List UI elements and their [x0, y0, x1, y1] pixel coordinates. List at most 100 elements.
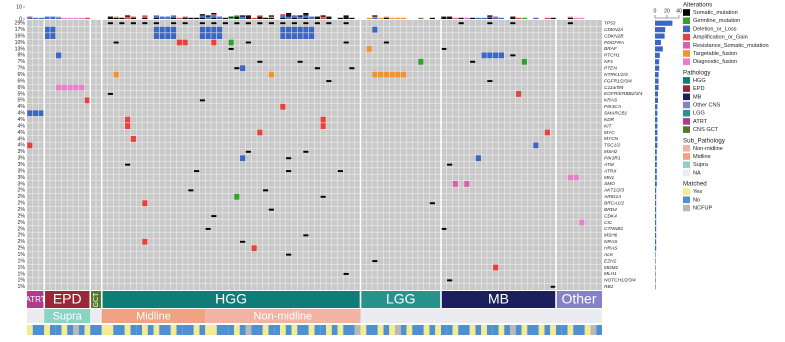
- alteration-cell: [61, 84, 67, 91]
- alteration-cell: [217, 33, 223, 39]
- count-segment: [309, 16, 315, 18]
- gene-label: CIC: [604, 220, 613, 226]
- legend-swatch: [683, 109, 690, 117]
- matched-cell: [274, 325, 280, 335]
- matched-cell: [27, 325, 33, 335]
- gene-label: KDR: [604, 117, 615, 123]
- freq-label: 4%: [18, 130, 26, 136]
- alteration-cell: [182, 39, 188, 46]
- sub-band: [205, 309, 361, 323]
- gene-label: NOTCH1/2/3/4: [604, 278, 636, 284]
- count-segment: [510, 16, 516, 18]
- alteration-cell: [343, 41, 349, 44]
- legend-swatch: [683, 50, 690, 57]
- alteration-cell: [389, 71, 395, 78]
- count-segment: [113, 16, 119, 18]
- alteration-cell: [510, 54, 516, 57]
- alteration-cell: [487, 80, 493, 83]
- count-segment: [228, 17, 234, 19]
- freq-label: 1%: [18, 284, 26, 290]
- alteration-cell: [326, 22, 332, 25]
- count-segment: [44, 16, 50, 18]
- alteration-cell: [176, 39, 182, 46]
- matched-cell: [521, 325, 528, 335]
- freq-bar: [655, 271, 656, 277]
- freq-label: 13%: [15, 46, 26, 52]
- count-segment: [159, 16, 165, 18]
- alteration-cell: [119, 22, 125, 25]
- legend-label: Supra: [693, 162, 709, 168]
- matched-cell: [561, 325, 568, 335]
- matched-cell: [596, 325, 602, 335]
- count-segment: [44, 17, 50, 19]
- sub-label: Midline: [136, 310, 171, 322]
- alteration-cell: [372, 71, 378, 78]
- gene-label: ALK: [603, 252, 614, 258]
- pathology-band: [441, 291, 556, 308]
- count-segment: [211, 17, 217, 19]
- count-segment: [320, 17, 326, 19]
- count-segment: [125, 15, 131, 17]
- matched-cell: [113, 325, 119, 335]
- alteration-cell: [297, 26, 303, 33]
- alteration-cell: [50, 33, 56, 39]
- matched-cell: [182, 325, 188, 335]
- freq-label: 6%: [18, 72, 26, 78]
- count-segment: [142, 15, 148, 17]
- alteration-cell: [498, 52, 504, 59]
- count-segment: [50, 17, 56, 19]
- count-segment: [303, 12, 309, 15]
- matched-cell: [257, 325, 263, 335]
- gene-label: MSH6: [604, 233, 618, 239]
- alteration-cell: [205, 227, 211, 230]
- legend-title: Alterations: [683, 2, 712, 9]
- count-segment: [228, 16, 234, 18]
- alteration-cell: [240, 155, 246, 162]
- alteration-cell: [487, 22, 493, 25]
- alteration-cell: [222, 22, 228, 25]
- alteration-cell: [199, 99, 205, 102]
- matched-cell: [84, 325, 91, 335]
- alteration-cell: [234, 22, 240, 25]
- gene-label: EZH2: [604, 258, 617, 264]
- gene-label: MYCN: [604, 136, 619, 142]
- alteration-cell: [303, 22, 309, 25]
- freq-bar: [655, 277, 656, 283]
- legend-label: Non-midline: [693, 146, 723, 152]
- count-tick-label: 0: [19, 16, 22, 22]
- alteration-cell: [309, 26, 315, 33]
- count-segment: [280, 17, 286, 19]
- matched-cell: [73, 325, 79, 335]
- freq-bar: [655, 213, 657, 219]
- gene-label: MYC: [604, 130, 615, 136]
- count-segment: [234, 15, 240, 17]
- count-segment: [337, 17, 343, 19]
- count-segment: [27, 17, 33, 19]
- alteration-cell: [475, 155, 481, 162]
- alteration-cell: [418, 58, 424, 65]
- matched-cell: [320, 325, 326, 335]
- count-segment: [199, 16, 205, 18]
- alteration-cell: [211, 215, 217, 218]
- gene-label: HRAS: [604, 245, 618, 251]
- freq-label: 2%: [18, 201, 26, 207]
- alteration-cell: [579, 219, 585, 226]
- freq-bar: [655, 142, 658, 148]
- legend-label: MB: [693, 94, 702, 100]
- matched-cell: [234, 325, 240, 335]
- count-segment: [84, 17, 90, 19]
- freq-bar: [655, 181, 657, 187]
- count-segment: [343, 17, 349, 19]
- matched-cell: [377, 325, 384, 335]
- matched-cell: [354, 325, 361, 335]
- matched-cell: [228, 325, 234, 335]
- matched-cell: [349, 325, 355, 335]
- alteration-cell: [171, 26, 177, 33]
- freq-bar: [655, 84, 659, 91]
- count-segment: [366, 17, 372, 19]
- count-segment: [211, 12, 217, 15]
- count-segment: [378, 17, 384, 19]
- count-segment: [314, 16, 320, 18]
- legend-swatch: [683, 126, 690, 133]
- legend-label: Midline: [693, 154, 711, 160]
